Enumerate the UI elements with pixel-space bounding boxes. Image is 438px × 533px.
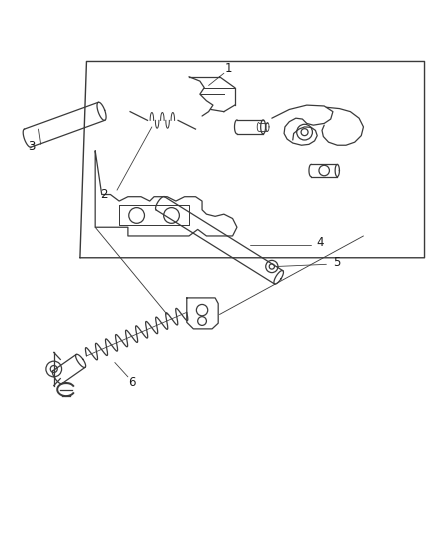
Text: 6: 6	[128, 376, 136, 389]
Text: 4: 4	[315, 236, 323, 249]
Text: 2: 2	[100, 188, 107, 201]
Text: 3: 3	[28, 140, 35, 153]
Text: 1: 1	[224, 61, 231, 75]
Text: 5: 5	[333, 256, 340, 269]
